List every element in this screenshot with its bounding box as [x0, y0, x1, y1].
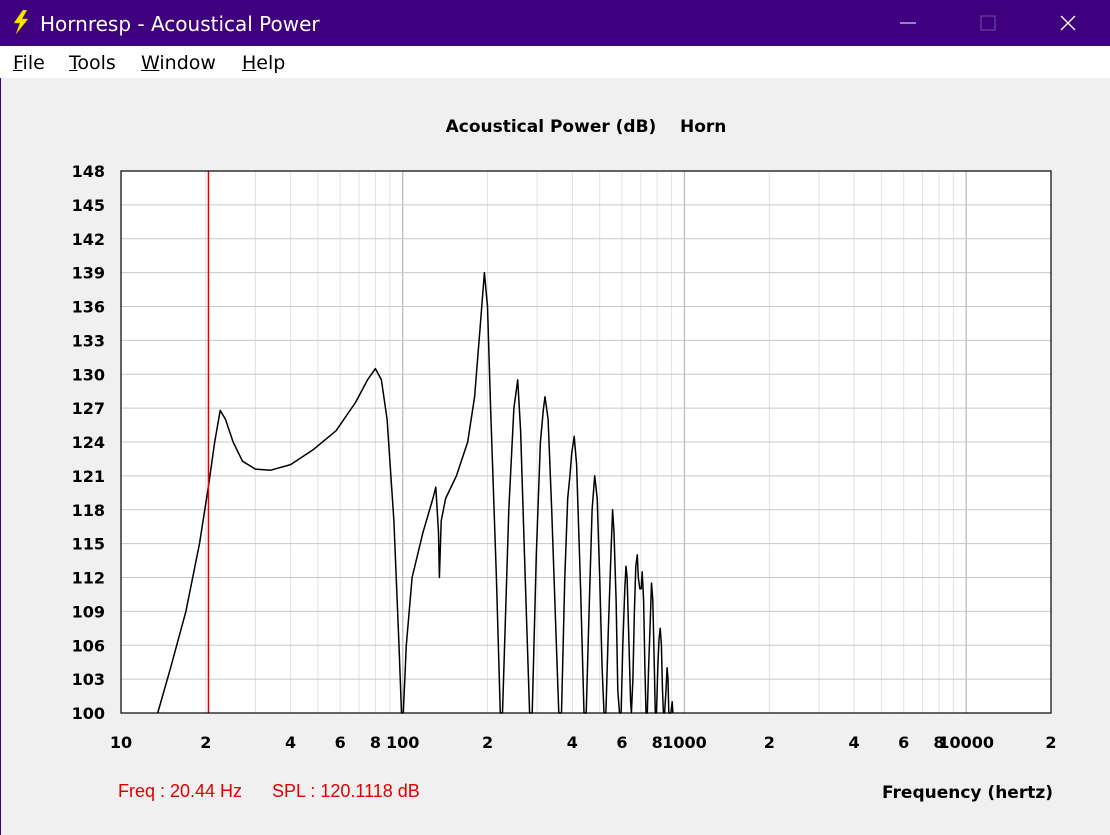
y-tick-label: 148 [72, 162, 105, 181]
y-tick-label: 145 [72, 196, 105, 215]
x-tick-label: 6 [616, 733, 627, 752]
menu-file[interactable]: File [13, 52, 45, 74]
menu-bar: File Tools Window Help [0, 46, 1110, 78]
maximize-icon [980, 15, 996, 31]
plot-frame [120, 170, 1052, 714]
power-curve [156, 271, 674, 714]
maximize-button[interactable] [960, 0, 1016, 46]
spl-readout: SPL : 120.1118 dB [272, 781, 420, 801]
x-tick-label: 2 [482, 733, 493, 752]
lightning-bolt-icon [13, 10, 29, 34]
x-tick-label: 2 [200, 733, 211, 752]
y-tick-label: 127 [72, 399, 105, 418]
menu-help-mnemonic: H [242, 52, 257, 74]
menu-tools[interactable]: Tools [69, 52, 116, 74]
y-tick-label: 103 [72, 670, 105, 689]
x-axis-label: Frequency (hertz) [882, 783, 1053, 803]
acoustical-power-chart[interactable]: Acoustical Power (dB) Horn10010310610911… [1, 78, 1110, 835]
menu-help[interactable]: Help [242, 52, 285, 74]
y-tick-label: 133 [72, 331, 105, 350]
y-tick-label: 124 [72, 433, 105, 452]
x-tick-label: 6 [335, 733, 346, 752]
title-bar[interactable]: Hornresp - Acoustical Power [0, 0, 1110, 46]
menu-window-mnemonic: W [141, 52, 160, 74]
x-tick-label: 4 [849, 733, 860, 752]
menu-window-label-rest: indow [159, 52, 216, 74]
freq-readout: Freq : 20.44 Hz [118, 781, 243, 801]
x-tick-label: 10 [110, 733, 132, 752]
y-tick-label: 121 [72, 467, 105, 486]
close-button[interactable] [1040, 0, 1096, 46]
x-tick-label: 4 [567, 733, 578, 752]
chart-area: Acoustical Power (dB) Horn 100 103 106 109 11… [0, 78, 1110, 835]
x-tick-label: 2 [1045, 733, 1056, 752]
x-tick-label: 1000 [662, 733, 707, 752]
x-tick-label: 8 [652, 733, 663, 752]
y-tick-label: 139 [72, 264, 105, 283]
y-tick-label: 112 [72, 569, 105, 588]
y-tick-label: 106 [72, 636, 105, 655]
menu-file-label-rest: ile [22, 52, 45, 74]
minimize-button[interactable] [880, 0, 936, 46]
y-tick-label: 136 [72, 298, 105, 317]
y-tick-label: 130 [72, 365, 105, 384]
chart-title: Acoustical Power (dB) Horn [446, 117, 727, 137]
x-tick-label: 100 [386, 733, 419, 752]
y-tick-label: 142 [72, 230, 105, 249]
y-tick-label: 100 [72, 704, 105, 723]
y-tick-label: 109 [72, 602, 105, 621]
menu-tools-mnemonic: T [69, 52, 78, 74]
close-icon [1060, 15, 1076, 31]
x-tick-label: 10000 [938, 733, 994, 752]
minimize-icon [900, 22, 916, 24]
menu-window[interactable]: Window [141, 52, 216, 74]
window-title: Hornresp - Acoustical Power [40, 12, 320, 36]
menu-file-mnemonic: F [13, 52, 23, 74]
y-tick-label: 115 [72, 535, 105, 554]
x-tick-label: 4 [285, 733, 296, 752]
y-tick-label: 118 [72, 501, 105, 520]
x-tick-label: 6 [898, 733, 909, 752]
x-tick-label: 8 [933, 733, 944, 752]
menu-tools-label-rest: ools [77, 52, 116, 74]
x-tick-label: 8 [370, 733, 381, 752]
x-tick-label: 2 [764, 733, 775, 752]
menu-help-label-rest: elp [256, 52, 286, 74]
